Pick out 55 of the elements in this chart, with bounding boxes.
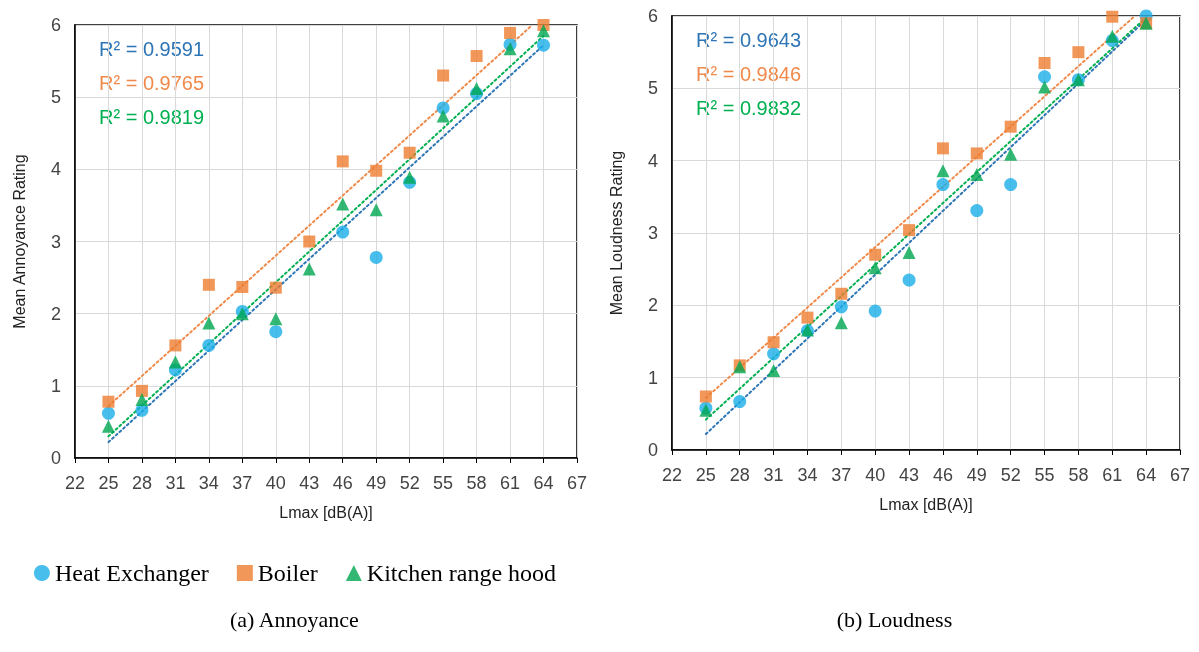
y-tick-label: 5: [647, 78, 658, 99]
x-tick-label: 58: [1068, 465, 1089, 485]
x-tick-label: 43: [899, 465, 920, 485]
x-tick-label: 58: [466, 473, 487, 493]
x-tick-label: 52: [1000, 465, 1021, 485]
x-tick-label: 28: [729, 465, 750, 485]
y-tick-label: 4: [50, 159, 61, 180]
x-tick-label: 49: [966, 465, 987, 485]
y-tick-label: 1: [50, 375, 61, 396]
x-tick-label: 61: [500, 473, 521, 493]
x-tick-label: 34: [797, 465, 818, 485]
x-tick-label: 67: [566, 473, 587, 493]
y-tick-label: 6: [50, 15, 61, 35]
y-tick-label: 2: [50, 303, 61, 324]
x-tick-label: 55: [433, 473, 454, 493]
x-tick-label: 37: [831, 465, 852, 485]
y-tick-label: 6: [647, 6, 658, 26]
x-tick-label: 25: [98, 473, 119, 493]
y-tick-label: 4: [647, 150, 658, 171]
x-tick-label: 40: [865, 465, 886, 485]
x-tick-label: 67: [1169, 465, 1191, 485]
x-tick-label: 37: [232, 473, 253, 493]
x-tick-label: 43: [299, 473, 320, 493]
x-tick-label: 64: [533, 473, 554, 493]
x-tick-label: 61: [1102, 465, 1123, 485]
x-tick-label: 25: [695, 465, 716, 485]
x-tick-label: 55: [1034, 465, 1055, 485]
x-tick-label: 64: [1136, 465, 1157, 485]
x-tick-label: 34: [198, 473, 219, 493]
x-axis-title: Lmax [dB(A)]: [879, 495, 973, 513]
y-tick-label: 2: [647, 295, 658, 316]
y-tick-label: 3: [647, 223, 658, 243]
text: (b) Loudness: [836, 606, 953, 632]
x-tick-label: 22: [64, 473, 86, 493]
legend-label: Kitchen range hood: [366, 560, 557, 586]
x-tick-label: 31: [165, 473, 186, 493]
x-tick-label: 46: [332, 473, 353, 493]
y-axis-title: Mean Annoyance Rating: [10, 154, 28, 329]
x-tick-label: 46: [932, 465, 953, 485]
x-tick-label: 22: [661, 465, 683, 485]
y-axis-title: Mean Loudness Rating: [607, 150, 625, 316]
legend-label: Heat Exchanger: [54, 560, 209, 586]
x-axis-title: Lmax [dB(A)]: [279, 503, 373, 521]
y-tick-label: 1: [647, 367, 658, 388]
x-tick-label: 28: [131, 473, 152, 493]
x-tick-label: 49: [366, 473, 387, 493]
x-tick-label: 40: [265, 473, 286, 493]
legend-label: Boiler: [257, 560, 318, 586]
x-tick-label: 52: [399, 473, 420, 493]
y-tick-label: 0: [50, 448, 61, 468]
y-tick-label: 0: [647, 440, 658, 460]
x-tick-label: 31: [763, 465, 784, 485]
y-tick-label: 3: [50, 231, 61, 252]
text: (a) Annoyance: [229, 606, 359, 632]
y-tick-label: 5: [50, 87, 61, 108]
